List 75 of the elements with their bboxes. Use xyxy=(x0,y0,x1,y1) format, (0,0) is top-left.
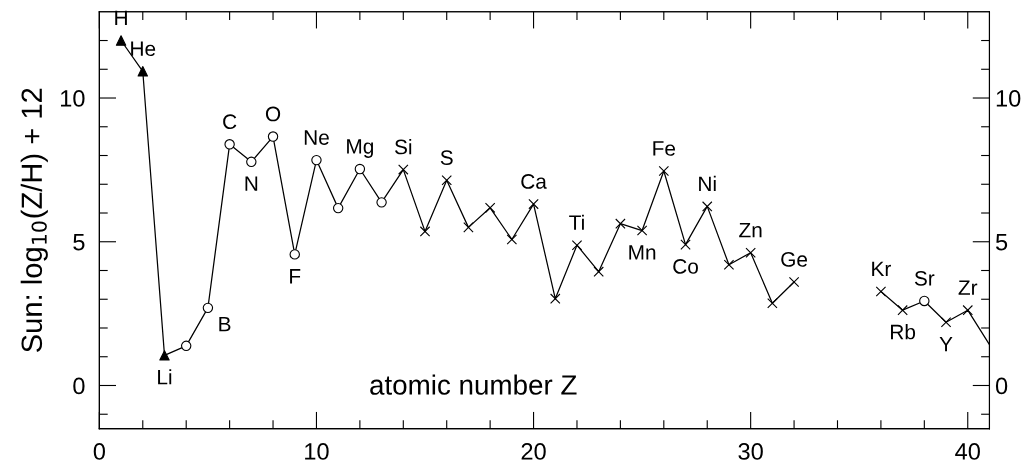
annotation: Zn xyxy=(739,222,762,238)
x-tick-label: 30 xyxy=(738,443,763,460)
y-tick-label: 10 xyxy=(61,90,85,107)
annotation: Ca xyxy=(521,174,547,189)
annotation: C xyxy=(223,114,237,130)
x-tick-label: 40 xyxy=(955,443,980,460)
point xyxy=(615,218,626,229)
y-axis-title: Sun: log$_{10}$(Z/H) + 12 xyxy=(20,88,48,353)
annotation: Y xyxy=(939,336,953,352)
annotation: Si xyxy=(394,139,412,155)
point xyxy=(550,293,561,304)
point xyxy=(332,202,344,214)
x-tick-label: 0 xyxy=(93,443,105,460)
x-axis-title: atomic number Z xyxy=(370,374,577,395)
point xyxy=(202,302,214,314)
point xyxy=(354,163,366,175)
point xyxy=(246,156,257,168)
point xyxy=(875,286,887,297)
point xyxy=(702,201,713,212)
point xyxy=(224,139,235,150)
point xyxy=(180,340,192,352)
annotation: Co xyxy=(673,259,698,274)
point xyxy=(289,249,300,260)
annotation: N xyxy=(245,176,258,191)
point xyxy=(441,175,452,186)
annotation: Ti xyxy=(569,214,584,230)
annotation: Li xyxy=(158,369,172,385)
annotation: Fe xyxy=(653,141,676,156)
point xyxy=(636,225,648,236)
annotation: Kr xyxy=(872,261,891,277)
point xyxy=(571,239,583,251)
annotation: Sr xyxy=(914,270,935,286)
point xyxy=(267,131,279,142)
point xyxy=(484,202,496,214)
point xyxy=(919,295,930,307)
annotation: He xyxy=(131,41,156,57)
y2-tick-label: 10 xyxy=(996,90,1021,107)
point xyxy=(419,226,431,237)
point xyxy=(528,198,539,210)
y2-tick-label: 0 xyxy=(995,377,1008,395)
annotation: Rb xyxy=(891,324,916,340)
point xyxy=(398,164,409,175)
point xyxy=(680,239,691,250)
annotation: B xyxy=(219,316,231,332)
point xyxy=(788,276,800,288)
point xyxy=(463,222,474,233)
x-tick-label: 10 xyxy=(305,443,329,460)
point xyxy=(962,304,973,316)
point xyxy=(658,165,670,177)
annotation: Ne xyxy=(304,130,329,145)
annotation: Mn xyxy=(629,245,656,260)
point xyxy=(940,317,952,328)
annotation: Ge xyxy=(781,252,808,267)
point xyxy=(376,197,387,208)
point xyxy=(897,304,908,316)
point xyxy=(159,350,170,361)
annotation: Zr xyxy=(958,280,978,295)
point xyxy=(506,234,518,245)
y-tick-label: 5 xyxy=(73,234,85,251)
annotation: F xyxy=(290,269,301,284)
point xyxy=(745,247,756,258)
x-tick-label: 20 xyxy=(521,443,546,460)
annotation: H xyxy=(115,10,127,26)
annotation: O xyxy=(265,106,281,122)
point xyxy=(767,298,778,309)
annotation: Mg xyxy=(347,139,374,158)
point xyxy=(137,66,148,77)
point xyxy=(311,154,322,166)
point xyxy=(723,259,735,270)
point xyxy=(115,35,127,46)
y-tick-label: 0 xyxy=(73,377,85,395)
point xyxy=(593,266,604,277)
y2-tick-label: 5 xyxy=(995,234,1008,251)
annotation: S xyxy=(440,150,453,165)
annotation: Ni xyxy=(699,175,716,191)
